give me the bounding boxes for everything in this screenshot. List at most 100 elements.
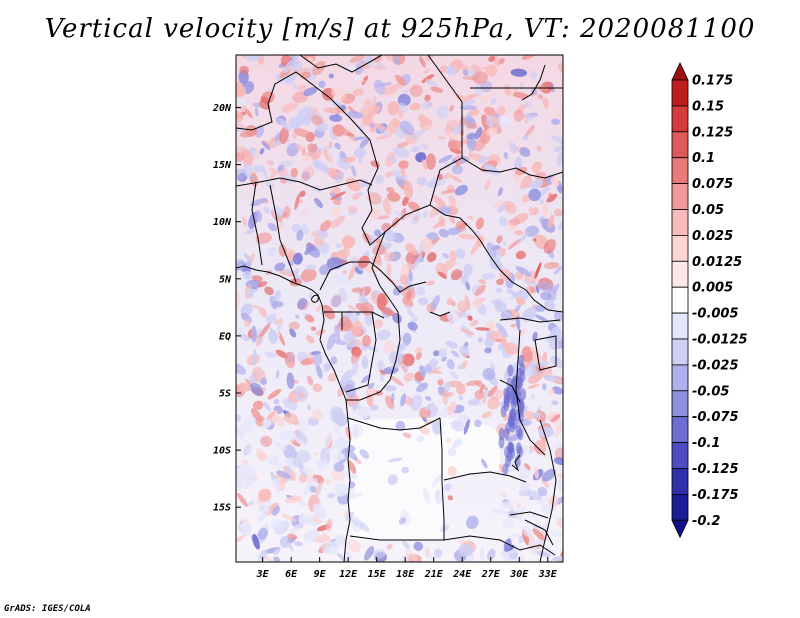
updraft-cell [403,180,414,199]
downdraft-cell [236,424,243,440]
downdraft-cell [524,100,533,109]
updraft-cell [530,345,536,352]
updraft-cell [310,326,317,332]
updraft-cell [241,459,249,465]
downdraft-cell [291,458,303,468]
colorbar-label: 0.15 [692,99,724,114]
downdraft-cell [391,169,408,181]
downdraft-cell [303,312,308,317]
updraft-cell [481,411,492,419]
downdraft-cell [550,531,563,537]
downdraft-cell [524,112,534,121]
downdraft-cell [276,370,280,379]
updraft-cell [542,97,549,109]
downdraft-cell [244,229,257,235]
downdraft-cell [550,355,563,369]
colorbar-segment [671,416,689,444]
downdraft-cell [359,449,370,459]
downdraft-cell [405,304,412,310]
downdraft-cell [279,118,292,132]
downdraft-cell [252,534,260,550]
updraft-cell [298,84,307,93]
colorbar-label: -0.05 [692,384,729,399]
lat-label: 15S [213,503,231,514]
downdraft-cell [507,364,514,377]
downdraft-cell [457,363,462,370]
updraft-cell [330,191,346,200]
downdraft-cell [458,543,474,557]
downdraft-cell [239,332,250,342]
updraft-cell [259,322,271,338]
downdraft-cell [261,141,271,151]
downdraft-cell [339,287,347,302]
downdraft-cell [373,549,386,559]
updraft-cell [550,414,561,422]
map-panel [235,54,564,563]
updraft-cell [295,144,305,152]
updraft-cell [421,123,439,131]
downdraft-cell [402,332,412,346]
downdraft-cell [282,397,298,411]
downdraft-cell [515,442,522,455]
updraft-cell [402,195,410,207]
downdraft-cell [247,288,254,299]
downdraft-cell [297,500,308,507]
updraft-cell [419,407,431,419]
downdraft-cell [445,340,458,349]
colorbar-label: -0.025 [692,358,739,373]
downdraft-cell [377,126,390,137]
updraft-cell [245,109,253,119]
downdraft-cell [441,356,447,362]
updraft-cell [541,203,549,217]
updraft-cell [389,375,404,387]
updraft-cell [313,452,319,456]
downdraft-cell [448,318,455,325]
downdraft-cell [452,124,464,135]
colorbar-label: -0.125 [692,462,739,477]
downdraft-cell [265,248,281,262]
updraft-cell [509,323,517,328]
updraft-cell [554,426,562,438]
downdraft-cell [495,287,503,294]
downdraft-cell [537,281,555,293]
downdraft-cell [322,362,332,369]
downdraft-cell [446,359,455,370]
downdraft-cell [533,411,541,419]
downdraft-cell [423,364,433,374]
downdraft-cell [257,527,268,540]
updraft-cell [236,146,245,156]
downdraft-cell [551,400,559,406]
downdraft-cell [472,399,482,407]
downdraft-cell [246,500,255,507]
downdraft-cell [436,105,449,119]
updraft-cell [281,102,299,113]
downdraft-cell [259,506,270,517]
colorbar-segment [671,157,689,184]
downdraft-cell [531,393,536,400]
updraft-cell [522,351,533,363]
updraft-cell [410,249,419,256]
updraft-cell [251,304,262,310]
downdraft-cell [502,241,507,246]
updraft-cell [275,222,284,232]
downdraft-cell [303,86,318,97]
updraft-cell [266,411,276,420]
downdraft-cell [283,60,294,73]
downdraft-cell [514,304,521,313]
downdraft-cell [498,427,505,440]
downdraft-cell [537,498,548,505]
downdraft-cell [462,68,469,77]
updraft-cell [503,84,511,97]
downdraft-cell [343,472,358,479]
lon-label: 21E [424,569,444,580]
downdraft-cell [368,244,374,256]
updraft-cell [307,143,318,153]
updraft-cell [327,167,337,178]
colorbar-label: -0.005 [692,307,739,322]
updraft-cell [440,189,456,194]
downdraft-cell [273,293,279,301]
downdraft-cell [498,436,505,449]
updraft-cell [446,297,453,306]
updraft-cell [537,85,548,92]
downdraft-cell [236,414,242,422]
